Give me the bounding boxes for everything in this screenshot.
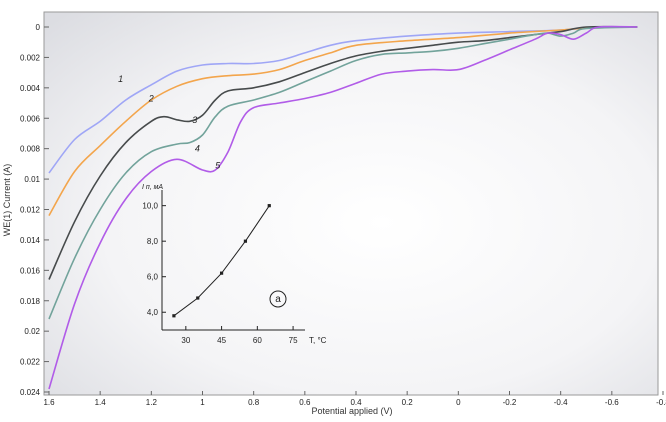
series-line-2 [48, 25, 638, 217]
series-label-3: 3 [192, 115, 197, 125]
inset-y-label: I п, мА [142, 184, 163, 191]
x-tick-label: -0.2 [503, 398, 517, 407]
y-tick-label: 0.006 [20, 114, 41, 123]
inset-x-tick-label: 30 [181, 336, 190, 345]
plot-area [43, 11, 659, 396]
y-tick-label: 0.014 [20, 236, 41, 245]
x-tick-label: -0.8 [656, 398, 666, 407]
x-axis-label: Potential applied (V) [311, 406, 392, 416]
x-tick-label: 1.6 [43, 398, 55, 407]
y-tick-label: 0.016 [20, 266, 41, 275]
inset-data-point [243, 239, 248, 243]
x-tick-label: -0.4 [554, 398, 568, 407]
inset-y-tick-label: 8,0 [147, 237, 159, 246]
inset-y-tick-label: 10,0 [142, 202, 158, 211]
inset-panel-circle [269, 290, 287, 308]
series-label-2: 2 [148, 94, 154, 104]
inset-x-tick-label: 60 [253, 336, 262, 345]
series-line-5 [48, 25, 638, 390]
y-tick-label: 0.02 [24, 327, 40, 336]
x-tick-label: 1.4 [95, 398, 107, 407]
y-tick-label: 0.004 [20, 84, 41, 93]
inset-data-point [172, 314, 176, 318]
inset-x-label: T, °C [309, 336, 327, 345]
y-tick-label: 0.008 [20, 145, 41, 154]
y-axis-label: WE(1) Current (A) [2, 164, 12, 237]
inset-x-tick-label: 75 [289, 336, 298, 345]
y-tick-label: 0.024 [20, 388, 41, 397]
inset-data-point [196, 296, 200, 300]
x-tick-label: -0.6 [605, 398, 619, 407]
inset-x-tick-label: 45 [217, 336, 226, 345]
x-tick-label: 1.2 [146, 398, 158, 407]
series-label-1: 1 [118, 74, 123, 84]
inset-y-tick-label: 6,0 [147, 273, 159, 282]
y-tick-label: 0.022 [20, 358, 41, 367]
series-line-1 [48, 25, 638, 174]
x-tick-label: 1 [200, 398, 205, 407]
y-tick-label: 0.01 [24, 175, 40, 184]
y-tick-label: 0.012 [20, 206, 41, 215]
series-label-4: 4 [195, 144, 200, 154]
inset-panel-label: a [275, 294, 281, 305]
y-tick-label: 0 [36, 23, 41, 32]
series-label-5: 5 [215, 160, 221, 170]
inset-data-point [219, 271, 224, 275]
x-tick-label: 0.6 [299, 398, 311, 407]
inset-y-tick-label: 4,0 [147, 308, 159, 317]
x-tick-label: 0.8 [248, 398, 260, 407]
y-tick-label: 0.002 [20, 53, 41, 62]
x-tick-label: 0.4 [350, 398, 362, 407]
x-tick-label: 0.2 [402, 398, 414, 407]
series-line-3 [48, 25, 638, 280]
x-tick-label: 0 [456, 398, 461, 407]
inset-data-point [267, 204, 271, 208]
series-line-4 [48, 26, 638, 320]
y-tick-label: 0.018 [20, 297, 41, 306]
